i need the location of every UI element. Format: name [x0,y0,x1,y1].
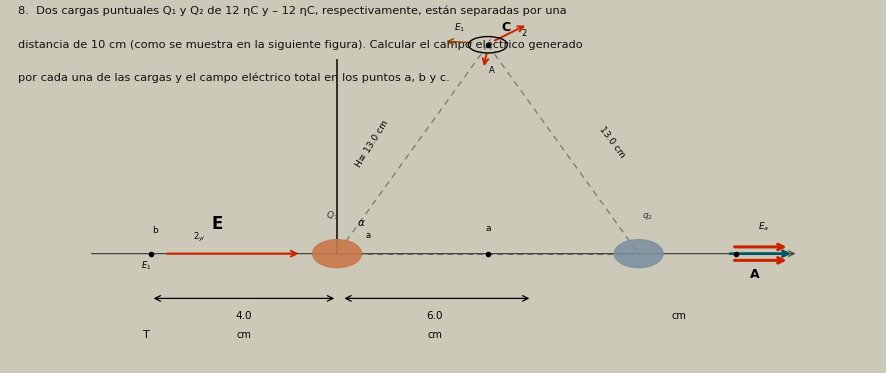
Text: distancia de 10 cm (como se muestra en la siguiente figura). Calcular el campo e: distancia de 10 cm (como se muestra en l… [18,39,582,50]
Text: 2: 2 [521,29,526,38]
Text: cm: cm [671,311,685,321]
Text: $E_1$: $E_1$ [141,260,152,272]
Ellipse shape [613,240,663,268]
Text: a: a [485,224,490,233]
Text: $q_2$: $q_2$ [641,211,652,222]
Text: 8.  Dos cargas puntuales Q₁ y Q₂ de 12 ηC y – 12 ηC, respectivamente, están sepa: 8. Dos cargas puntuales Q₁ y Q₂ de 12 ηC… [18,6,566,16]
Text: A: A [489,66,494,75]
Text: 13.0 cm: 13.0 cm [596,124,626,159]
Text: E: E [212,215,222,233]
Text: por cada una de las cargas y el campo eléctrico total en los puntos a, b y c.: por cada una de las cargas y el campo el… [18,73,449,83]
Text: $Q_1$: $Q_1$ [326,209,338,222]
Text: 6.0: 6.0 [426,311,442,321]
Text: a: a [365,231,370,239]
Text: cm: cm [427,330,441,339]
Text: C: C [501,21,509,34]
Text: H≡ 13.0 cm: H≡ 13.0 cm [354,118,390,169]
Ellipse shape [313,240,361,268]
Text: b: b [152,226,158,235]
Text: $E_1$: $E_1$ [454,21,465,34]
Text: $\alpha$: $\alpha$ [356,218,365,228]
Text: T: T [143,330,150,339]
Text: A: A [749,268,758,281]
Text: $E_a$: $E_a$ [758,220,769,233]
Text: 4.0: 4.0 [236,311,252,321]
Text: $2_{yi}$: $2_{yi}$ [193,231,206,244]
Text: cm: cm [237,330,251,339]
